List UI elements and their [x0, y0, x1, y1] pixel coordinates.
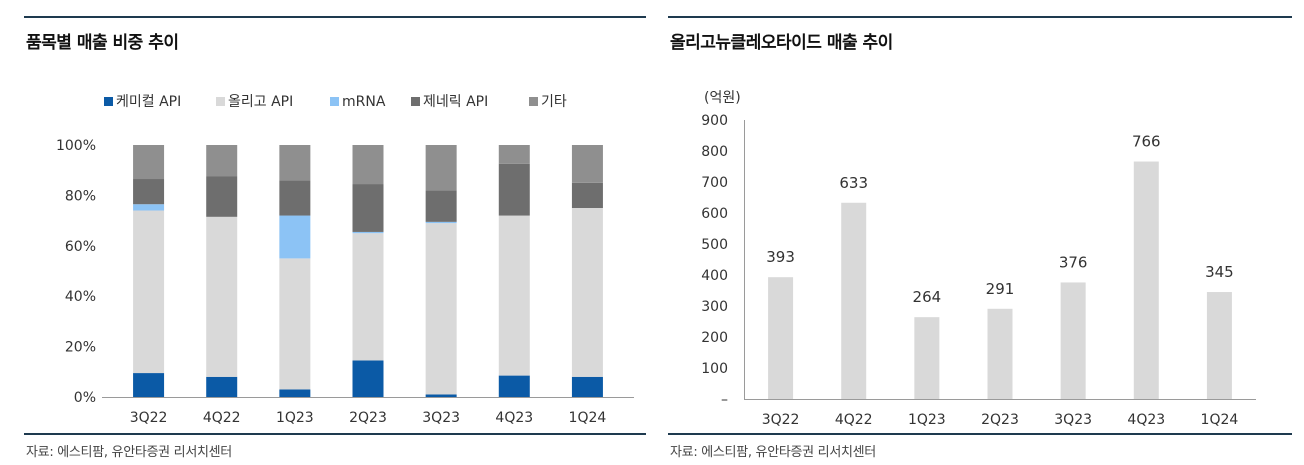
bar-segment-3 [206, 176, 238, 217]
data-label: 766 [1132, 133, 1161, 151]
panel-top-rule [668, 16, 1292, 18]
x-tick-label: 1Q24 [569, 410, 607, 426]
legend-label-2: mRNA [342, 94, 386, 110]
data-label: 393 [766, 248, 795, 266]
y-tick-label: 300 [701, 299, 728, 315]
unit-label: (억원) [704, 90, 741, 106]
oligo-sales-panel: 올리고뉴클레오타이드 매출 추이 (억원) – 100 200 300 400 500 600… [668, 0, 1292, 465]
x-tick-label: 1Q23 [276, 410, 314, 426]
share-chart-title: 품목별 매출 비중 추이 [26, 33, 179, 53]
bar-segment-1 [133, 210, 165, 374]
bar-segment-0 [352, 360, 384, 397]
sales-bar [987, 308, 1013, 399]
panel-bottom-rule [668, 433, 1292, 435]
bar-segment-3 [571, 182, 603, 208]
oligo-chart-title: 올리고뉴클레오타이드 매출 추이 [670, 33, 893, 53]
oligo-sales-bar-chart: (억원) – 100 200 300 400 500 600 700 800 900 393 3Q22 6… [701, 90, 1256, 428]
bar-segment-4 [571, 145, 603, 183]
x-tick-label: 3Q23 [1054, 412, 1092, 428]
y-tick-label: 20% [65, 340, 96, 356]
legend-label-4: 기타 [541, 94, 567, 110]
x-tick-label: 3Q22 [762, 412, 800, 428]
y-tick-label: 100% [56, 138, 96, 154]
y-tick-label: 700 [701, 175, 728, 191]
bar-segment-1 [425, 223, 457, 395]
share-chart-panel: 품목별 매출 비중 추이 케미컬 API 올리고 API mRNA 제네릭 API 기타… [24, 0, 646, 465]
y-tick-label: 0% [74, 390, 96, 406]
panel-bottom-rule [24, 433, 646, 435]
x-tick-label: 4Q22 [203, 410, 241, 426]
sales-bar [768, 277, 794, 399]
panel-top-rule [24, 16, 646, 18]
data-label: 376 [1059, 253, 1088, 271]
data-label: 264 [913, 288, 942, 306]
bar-segment-0 [498, 375, 530, 397]
bar-segment-0 [133, 373, 165, 397]
bar-segment-0 [279, 389, 311, 397]
bar-segment-2 [279, 215, 311, 259]
y-tick-label: 40% [65, 289, 96, 305]
data-label: 291 [986, 280, 1015, 298]
x-tick-label: 2Q23 [981, 412, 1019, 428]
bar-segment-2 [425, 221, 457, 224]
y-tick-label: 100 [701, 361, 728, 377]
bar-segment-0 [571, 376, 603, 397]
data-label: 633 [839, 174, 868, 192]
legend-swatch-1 [216, 97, 225, 106]
bar-segment-1 [279, 258, 311, 390]
y-tick-label: – [721, 392, 728, 408]
legend-label-0: 케미컬 API [116, 94, 181, 110]
x-tick-label: 4Q23 [1127, 412, 1165, 428]
sales-bar [914, 317, 940, 399]
sales-bar [1060, 282, 1086, 399]
bar-segment-4 [279, 145, 311, 181]
bar-segment-2 [352, 231, 384, 234]
x-tick-label: 1Q23 [908, 412, 946, 428]
bar-segment-4 [425, 145, 457, 191]
x-tick-label: 3Q22 [130, 410, 168, 426]
bar-segment-3 [352, 184, 384, 232]
bar-segment-3 [498, 163, 530, 216]
bar-segment-4 [352, 145, 384, 185]
x-tick-label: 4Q22 [835, 412, 873, 428]
bar-segment-2 [133, 204, 165, 211]
bar-segment-4 [206, 145, 238, 177]
legend-swatch-0 [104, 97, 113, 106]
data-label: 345 [1205, 263, 1234, 281]
legend-swatch-3 [411, 97, 420, 106]
bar-segment-1 [498, 215, 530, 376]
y-tick-label: 80% [65, 188, 96, 204]
bar-segment-1 [571, 208, 603, 377]
bar-segment-3 [425, 190, 457, 222]
oligo-chart-source: 자료: 에스티팜, 유안타증권 리서치센터 [670, 445, 876, 460]
x-tick-label: 1Q24 [1201, 412, 1239, 428]
x-tick-label: 4Q23 [495, 410, 533, 426]
y-tick-label: 900 [701, 113, 728, 129]
y-tick-label: 600 [701, 206, 728, 222]
sales-bar [841, 202, 867, 399]
legend-label-3: 제네릭 API [423, 94, 488, 110]
bar-segment-1 [352, 233, 384, 361]
bar-segment-0 [425, 394, 457, 397]
y-tick-label: 400 [701, 268, 728, 284]
sales-bar [1133, 161, 1159, 399]
bar-segment-4 [133, 145, 165, 180]
sales-bar [1206, 292, 1232, 399]
y-tick-label: 500 [701, 237, 728, 253]
share-stacked-bar-chart: 케미컬 API 올리고 API mRNA 제네릭 API 기타 0% 20% 40% 60% 80… [56, 94, 634, 426]
legend-swatch-2 [330, 97, 339, 106]
share-chart-source: 자료: 에스티팜, 유안타증권 리서치센터 [26, 445, 232, 460]
legend-label-1: 올리고 API [228, 94, 293, 110]
x-tick-label: 2Q23 [349, 410, 387, 426]
y-tick-label: 800 [701, 144, 728, 160]
y-tick-label: 60% [65, 239, 96, 255]
bar-segment-3 [133, 179, 165, 205]
y-tick-label: 200 [701, 330, 728, 346]
bar-segment-0 [206, 376, 238, 397]
legend-swatch-4 [529, 97, 538, 106]
bar-segment-3 [279, 180, 311, 216]
bar-segment-4 [498, 145, 530, 164]
bar-segment-1 [206, 216, 238, 377]
x-tick-label: 3Q23 [422, 410, 460, 426]
